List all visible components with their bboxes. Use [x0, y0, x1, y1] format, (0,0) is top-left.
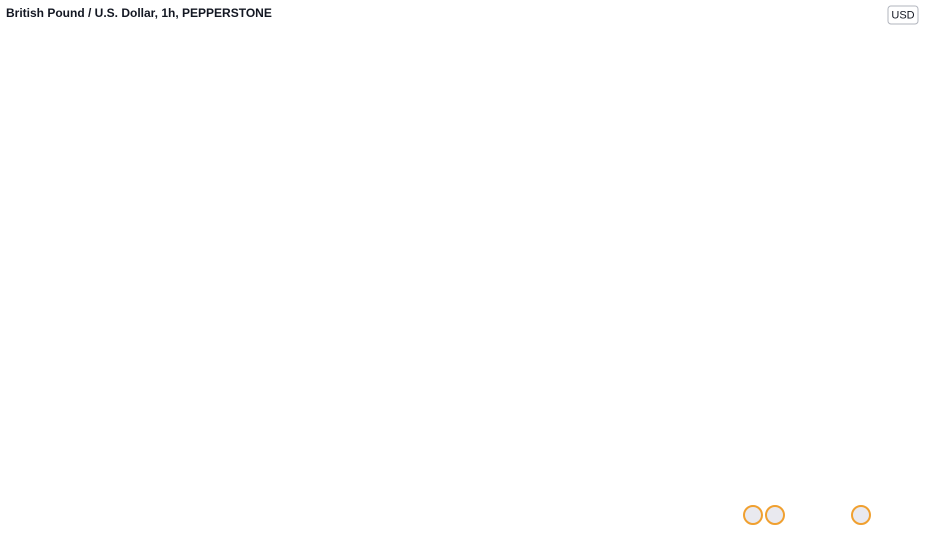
event-icon[interactable] [765, 505, 785, 525]
event-icons [743, 505, 871, 525]
chart-title: British Pound / U.S. Dollar, 1h, PEPPERS… [6, 6, 272, 20]
price-axis-bg [878, 0, 932, 550]
event-icon[interactable] [743, 505, 763, 525]
event-icon[interactable] [851, 505, 871, 525]
currency-box[interactable] [887, 5, 919, 25]
currency-label: USD [891, 9, 914, 21]
